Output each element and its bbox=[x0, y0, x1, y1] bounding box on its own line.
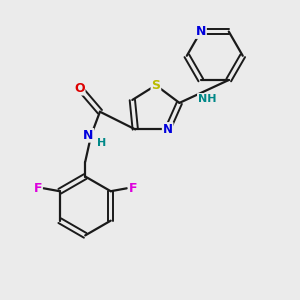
Text: O: O bbox=[74, 82, 85, 95]
Text: F: F bbox=[33, 182, 42, 195]
Text: N: N bbox=[83, 129, 93, 142]
Text: H: H bbox=[97, 138, 106, 148]
Text: N: N bbox=[196, 25, 206, 38]
Text: F: F bbox=[129, 182, 137, 195]
Text: S: S bbox=[152, 79, 160, 92]
Text: NH: NH bbox=[198, 94, 216, 104]
Text: N: N bbox=[163, 123, 173, 136]
